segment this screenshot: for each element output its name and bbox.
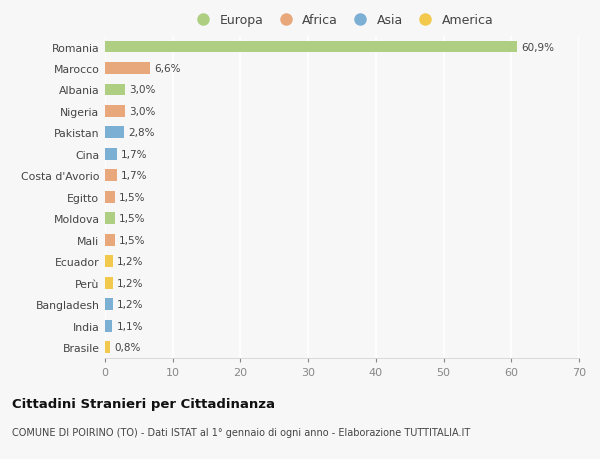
Bar	[105, 127, 124, 139]
Bar	[105, 277, 113, 289]
Text: 60,9%: 60,9%	[521, 42, 554, 52]
Text: 1,2%: 1,2%	[117, 278, 143, 288]
Text: 1,5%: 1,5%	[119, 214, 146, 224]
Bar	[105, 191, 115, 203]
Text: 6,6%: 6,6%	[154, 64, 180, 74]
Bar	[105, 341, 110, 353]
Bar	[105, 234, 115, 246]
Text: 1,5%: 1,5%	[119, 192, 146, 202]
Text: 1,5%: 1,5%	[119, 235, 146, 245]
Bar	[105, 84, 125, 96]
Bar	[105, 63, 149, 75]
Bar	[105, 170, 116, 182]
Bar	[105, 298, 113, 310]
Text: 3,0%: 3,0%	[130, 85, 156, 95]
Text: 2,8%: 2,8%	[128, 128, 155, 138]
Text: 1,1%: 1,1%	[116, 321, 143, 331]
Text: 1,2%: 1,2%	[117, 299, 143, 309]
Bar	[105, 41, 517, 53]
Text: 0,8%: 0,8%	[115, 342, 141, 353]
Text: 3,0%: 3,0%	[130, 106, 156, 117]
Legend: Europa, Africa, Asia, America: Europa, Africa, Asia, America	[191, 14, 493, 27]
Bar	[105, 106, 125, 118]
Text: COMUNE DI POIRINO (TO) - Dati ISTAT al 1° gennaio di ogni anno - Elaborazione TU: COMUNE DI POIRINO (TO) - Dati ISTAT al 1…	[12, 427, 470, 437]
Bar	[105, 213, 115, 224]
Text: 1,2%: 1,2%	[117, 257, 143, 267]
Bar	[105, 256, 113, 268]
Text: 1,7%: 1,7%	[121, 171, 147, 181]
Bar	[105, 149, 116, 160]
Text: Cittadini Stranieri per Cittadinanza: Cittadini Stranieri per Cittadinanza	[12, 397, 275, 410]
Text: 1,7%: 1,7%	[121, 150, 147, 160]
Bar	[105, 320, 112, 332]
